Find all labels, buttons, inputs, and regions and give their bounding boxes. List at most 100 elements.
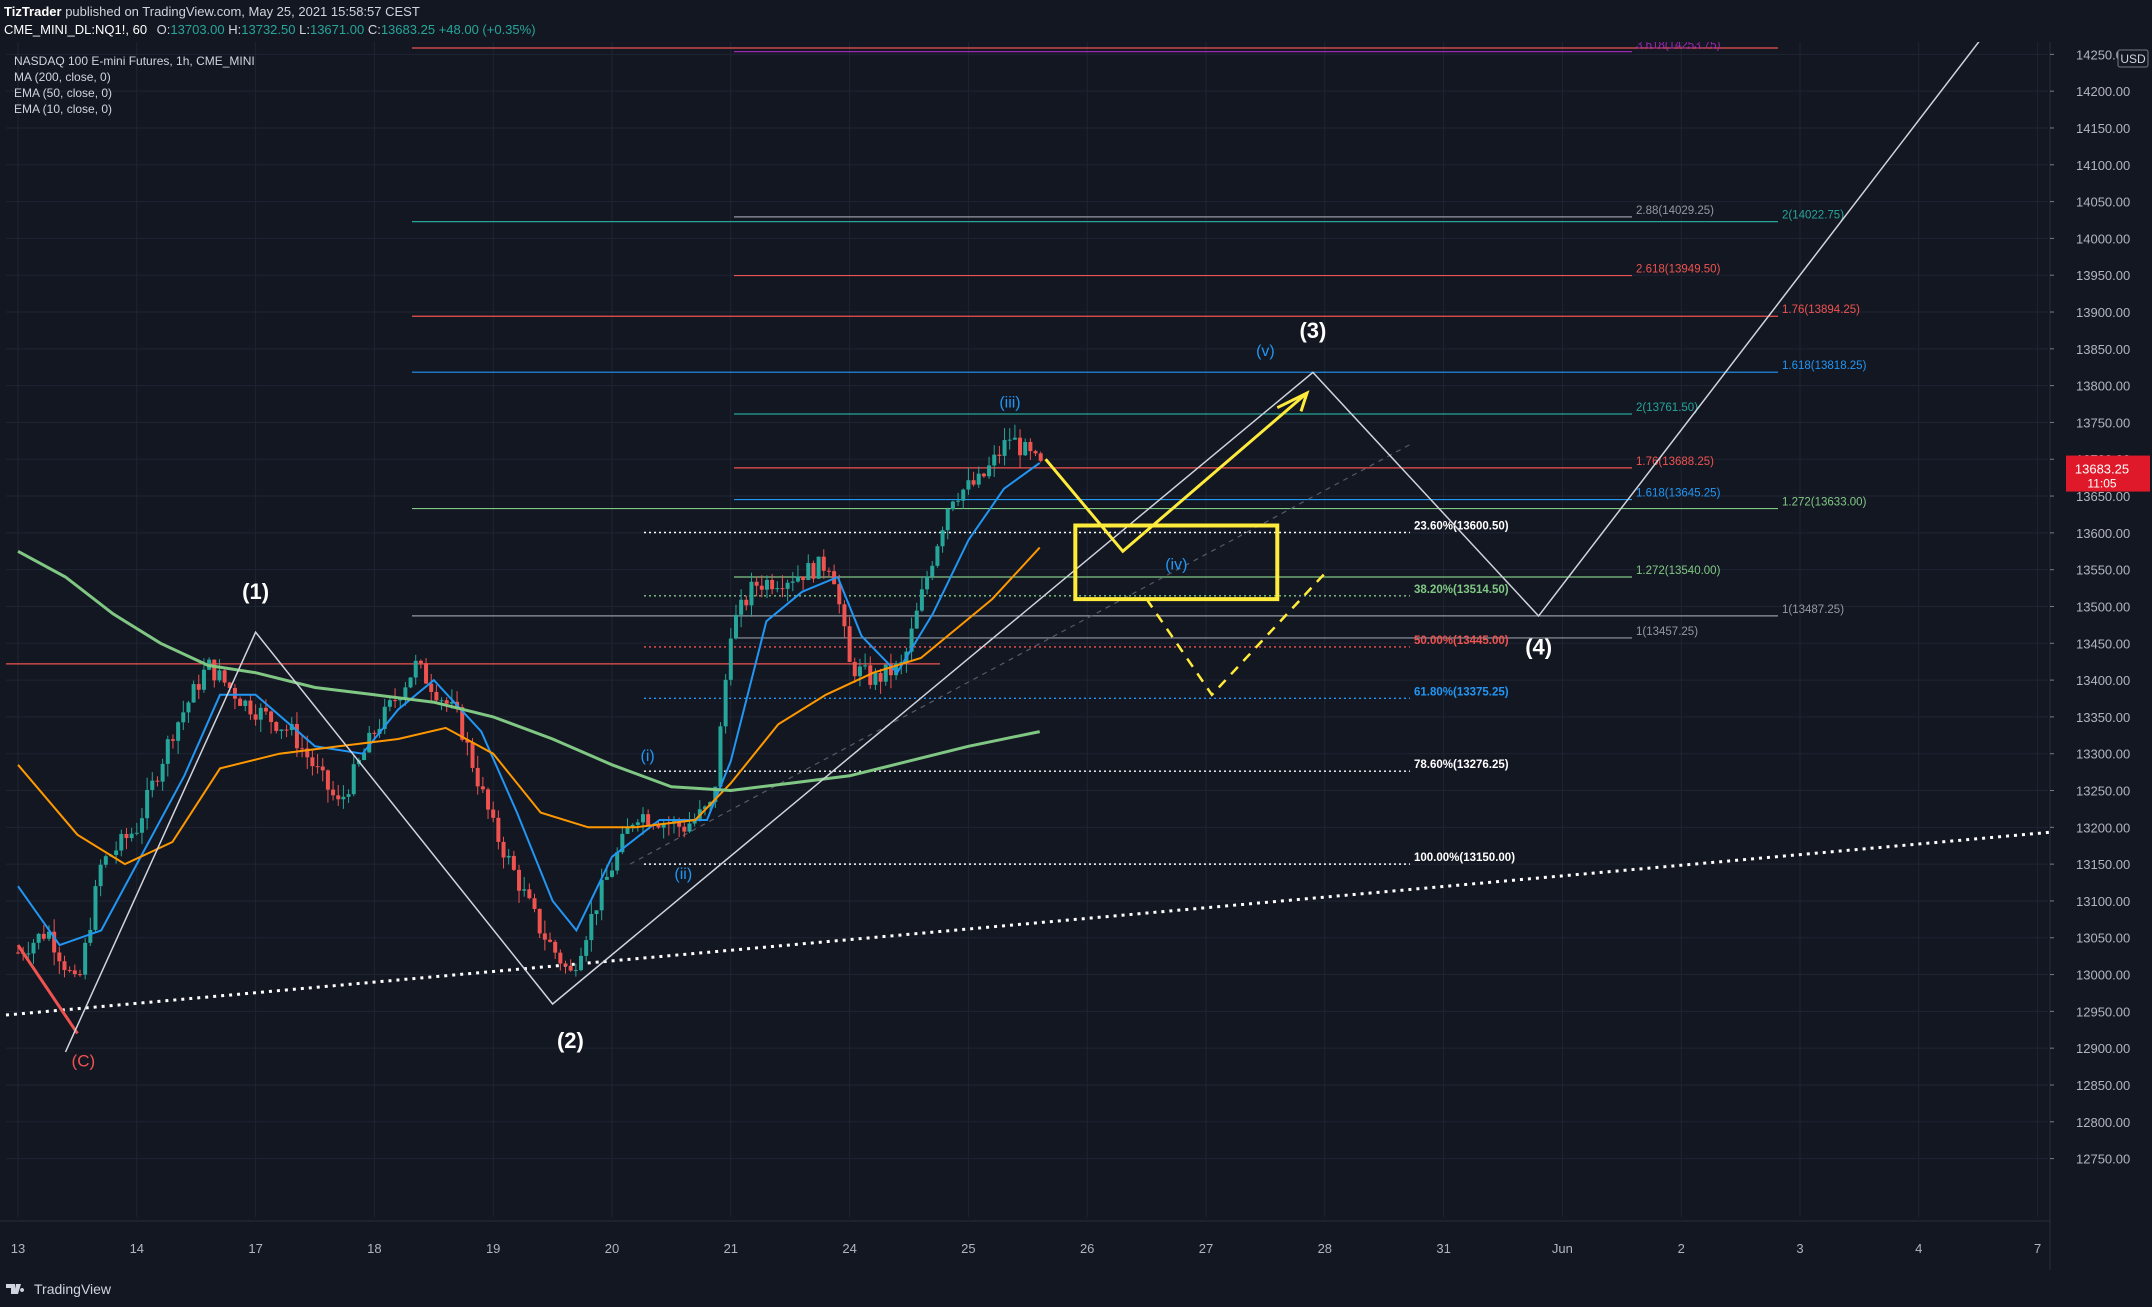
symbol-label: CME_MINI_DL:NQ1!, 60: [4, 22, 148, 37]
candle-body: [894, 663, 899, 676]
close-value: 13683.25: [380, 22, 436, 37]
candle-body: [444, 700, 449, 704]
candle-body: [956, 500, 961, 502]
candle-body: [424, 663, 429, 684]
publish-info: TizTrader published on TradingView.com, …: [4, 4, 420, 19]
price-tick-label: 14000.00: [2076, 231, 2130, 246]
legend-ema50[interactable]: EMA (50, close, 0): [14, 86, 113, 100]
candle-body: [346, 794, 351, 797]
price-tick-label: 13450.00: [2076, 636, 2130, 651]
candle-body: [310, 757, 315, 767]
candle-body: [191, 684, 196, 703]
candle-body: [728, 638, 733, 680]
candle-body: [1002, 440, 1007, 456]
candle-body: [201, 669, 206, 690]
candle-body: [563, 963, 568, 966]
price-axis-background: [2050, 42, 2152, 1270]
tradingview-brand[interactable]: TradingView: [6, 1281, 111, 1297]
wave-c-leg: [16, 944, 79, 1035]
candle-body: [981, 473, 986, 477]
candle-body: [971, 480, 976, 485]
extension-label-b: 2(13761.50): [1636, 402, 1698, 414]
wave-label: (i): [641, 748, 655, 765]
low-label: L:: [299, 22, 310, 37]
legend-ma200[interactable]: MA (200, close, 0): [14, 70, 111, 84]
candle-body: [744, 599, 749, 606]
ohlc-info: CME_MINI_DL:NQ1!, 60 O:13703.00 H:13732.…: [4, 22, 536, 37]
candle-body: [723, 679, 728, 727]
legend-ema10[interactable]: EMA (10, close, 0): [14, 102, 113, 116]
candle-body: [604, 876, 609, 880]
price-tick-label: 13600.00: [2076, 526, 2130, 541]
candle-body: [170, 739, 175, 741]
price-tick-label: 12850.00: [2076, 1078, 2130, 1093]
extension-label-a: 1(13487.25): [1782, 604, 1844, 616]
target-box: [1073, 523, 1280, 602]
candle-body: [16, 952, 20, 954]
extension-label-a: 2(14022.75): [1782, 210, 1844, 222]
yellow-bull-path: [1044, 391, 1308, 554]
candle-body: [480, 786, 485, 790]
candle-body: [284, 729, 289, 731]
moving-averages: [17, 462, 1041, 947]
price-chart[interactable]: 1.272(13633.00) 1.618(13818.25) 1.76(13894…: [0, 42, 2152, 1270]
candle-body: [785, 582, 790, 589]
support-trendline: [5, 829, 2065, 1017]
wave-label: (4): [1525, 634, 1552, 659]
candle-body: [945, 509, 950, 531]
candle-body: [145, 789, 150, 819]
candle-body: [584, 940, 589, 956]
candle-body: [362, 752, 367, 760]
wave-label: (3): [1299, 318, 1326, 343]
candle-body: [114, 850, 119, 856]
price-tick-label: 14250.00: [2076, 47, 2130, 62]
price-axis[interactable]: 12750.00 12800.00 12850.00 12900.00 12950.00…: [2049, 42, 2152, 1270]
candle-body: [620, 833, 625, 853]
candle-body: [635, 822, 640, 825]
time-tick-label: 7: [2034, 1241, 2041, 1256]
candle-body: [279, 729, 284, 731]
time-tick-label: 17: [248, 1241, 262, 1256]
candle-body: [274, 722, 279, 731]
extension-label-a: 1.76(13894.25): [1782, 304, 1860, 316]
candle-body: [418, 660, 423, 664]
candle-body: [186, 702, 191, 713]
candle-body: [52, 931, 57, 953]
candle-body: [625, 827, 630, 834]
author-name[interactable]: TizTrader: [4, 4, 62, 19]
price-tick-label: 13300.00: [2076, 747, 2130, 762]
extension-label-b: 2.618(13949.50): [1636, 264, 1721, 276]
price-tick-label: 13100.00: [2076, 894, 2130, 909]
candle-body: [754, 581, 759, 586]
candle-body: [599, 879, 604, 911]
candle-body: [542, 933, 547, 940]
candle-body: [579, 955, 584, 971]
candle-body: [919, 589, 924, 611]
candle-body: [496, 817, 501, 842]
candle-body: [733, 614, 738, 639]
candle-body: [305, 748, 310, 758]
candle-body: [589, 914, 594, 941]
series-line: [17, 462, 1041, 947]
candle-body: [863, 665, 868, 667]
price-tick-label: 12950.00: [2076, 1004, 2130, 1019]
candle-body: [382, 706, 387, 729]
candle-body: [821, 556, 826, 571]
candle-body: [46, 931, 51, 939]
time-axis[interactable]: 13 14 17 18 19 20 21 24 25 26 27 28 31 Jun 2 3 4 7: [0, 1220, 2050, 1256]
price-tick-label: 13900.00: [2076, 305, 2130, 320]
extension-label-b: 1(13457.25): [1636, 626, 1698, 638]
price-tick-label: 14050.00: [2076, 195, 2130, 210]
candle-body: [341, 796, 346, 800]
fib-level-label: 23.60%(13600.50): [1414, 520, 1509, 532]
price-tick-label: 13150.00: [2076, 857, 2130, 872]
candle-body: [41, 933, 46, 939]
time-tick-label: 27: [1199, 1241, 1213, 1256]
close-label: C:: [367, 22, 381, 37]
candle-body: [883, 664, 888, 682]
time-tick-label: 24: [842, 1241, 856, 1256]
candle-body: [568, 965, 573, 971]
extension-label-b: 2.88(14029.25): [1636, 205, 1714, 217]
candle-body: [682, 826, 687, 832]
candle-body: [176, 722, 181, 741]
